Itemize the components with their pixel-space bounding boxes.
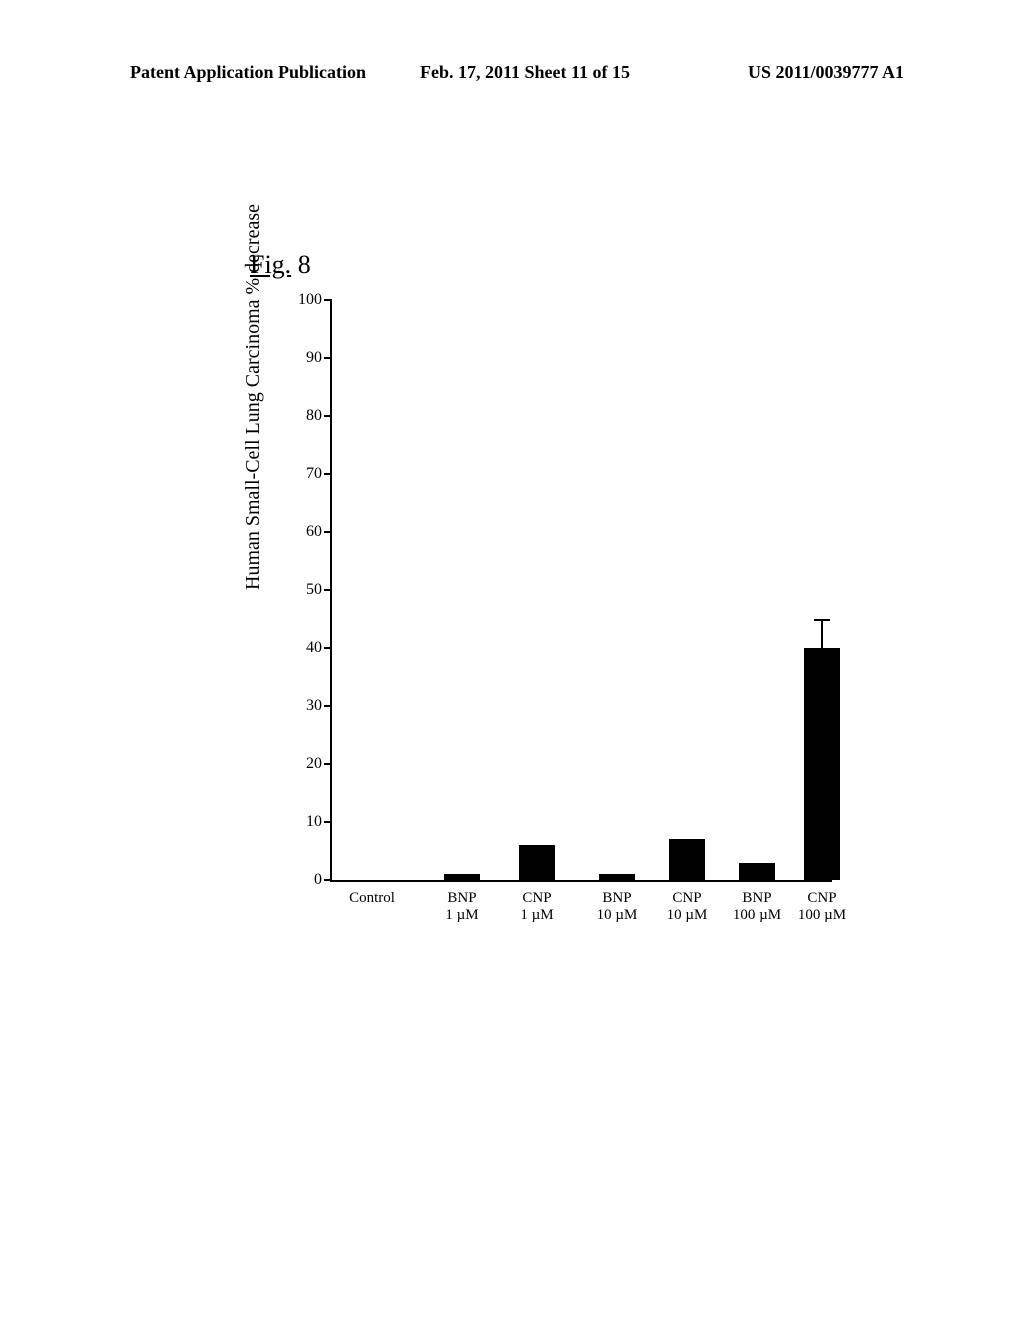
y-tick <box>324 763 332 765</box>
y-tick-label: 20 <box>288 755 322 773</box>
y-axis-title: Human Small-Cell Lung Carcinoma % decrea… <box>242 204 265 590</box>
header-right: US 2011/0039777 A1 <box>748 62 904 83</box>
plot-area: Human Small-Cell Lung Carcinoma % decrea… <box>330 300 832 882</box>
x-tick-label: CNP10 µM <box>652 890 722 925</box>
y-tick-label: 60 <box>288 523 322 541</box>
bar-chart: Human Small-Cell Lung Carcinoma % decrea… <box>280 300 860 960</box>
x-tick-label: Control <box>337 890 407 907</box>
y-tick <box>324 415 332 417</box>
x-tick-label: CNP100 µM <box>787 890 857 925</box>
y-tick <box>324 705 332 707</box>
chart-bar <box>519 845 555 880</box>
y-tick <box>324 357 332 359</box>
y-tick-label: 50 <box>288 581 322 599</box>
y-tick <box>324 647 332 649</box>
chart-bar <box>444 874 480 880</box>
y-tick <box>324 589 332 591</box>
chart-bar <box>599 874 635 880</box>
header-left: Patent Application Publication <box>130 62 366 83</box>
x-tick-label: CNP1 µM <box>502 890 572 925</box>
y-tick <box>324 879 332 881</box>
y-tick <box>324 531 332 533</box>
x-tick-label: BNP10 µM <box>582 890 652 925</box>
header-center: Feb. 17, 2011 Sheet 11 of 15 <box>420 62 630 83</box>
y-tick-label: 90 <box>288 349 322 367</box>
error-bar <box>821 619 823 648</box>
y-tick-label: 70 <box>288 465 322 483</box>
chart-bar <box>804 648 840 880</box>
patent-page: Patent Application Publication Feb. 17, … <box>0 0 1024 1320</box>
error-bar-cap <box>814 619 830 621</box>
x-tick-label: BNP1 µM <box>427 890 497 925</box>
x-tick-label: BNP100 µM <box>722 890 792 925</box>
figure-label-number: 8 <box>298 250 311 279</box>
y-tick <box>324 473 332 475</box>
y-tick-label: 40 <box>288 639 322 657</box>
chart-bar <box>669 839 705 880</box>
y-tick-label: 10 <box>288 813 322 831</box>
y-tick-label: 100 <box>288 291 322 309</box>
y-tick <box>324 299 332 301</box>
y-tick-label: 0 <box>288 871 322 889</box>
y-tick-label: 80 <box>288 407 322 425</box>
y-tick-label: 30 <box>288 697 322 715</box>
chart-bar <box>739 863 775 880</box>
y-tick <box>324 821 332 823</box>
